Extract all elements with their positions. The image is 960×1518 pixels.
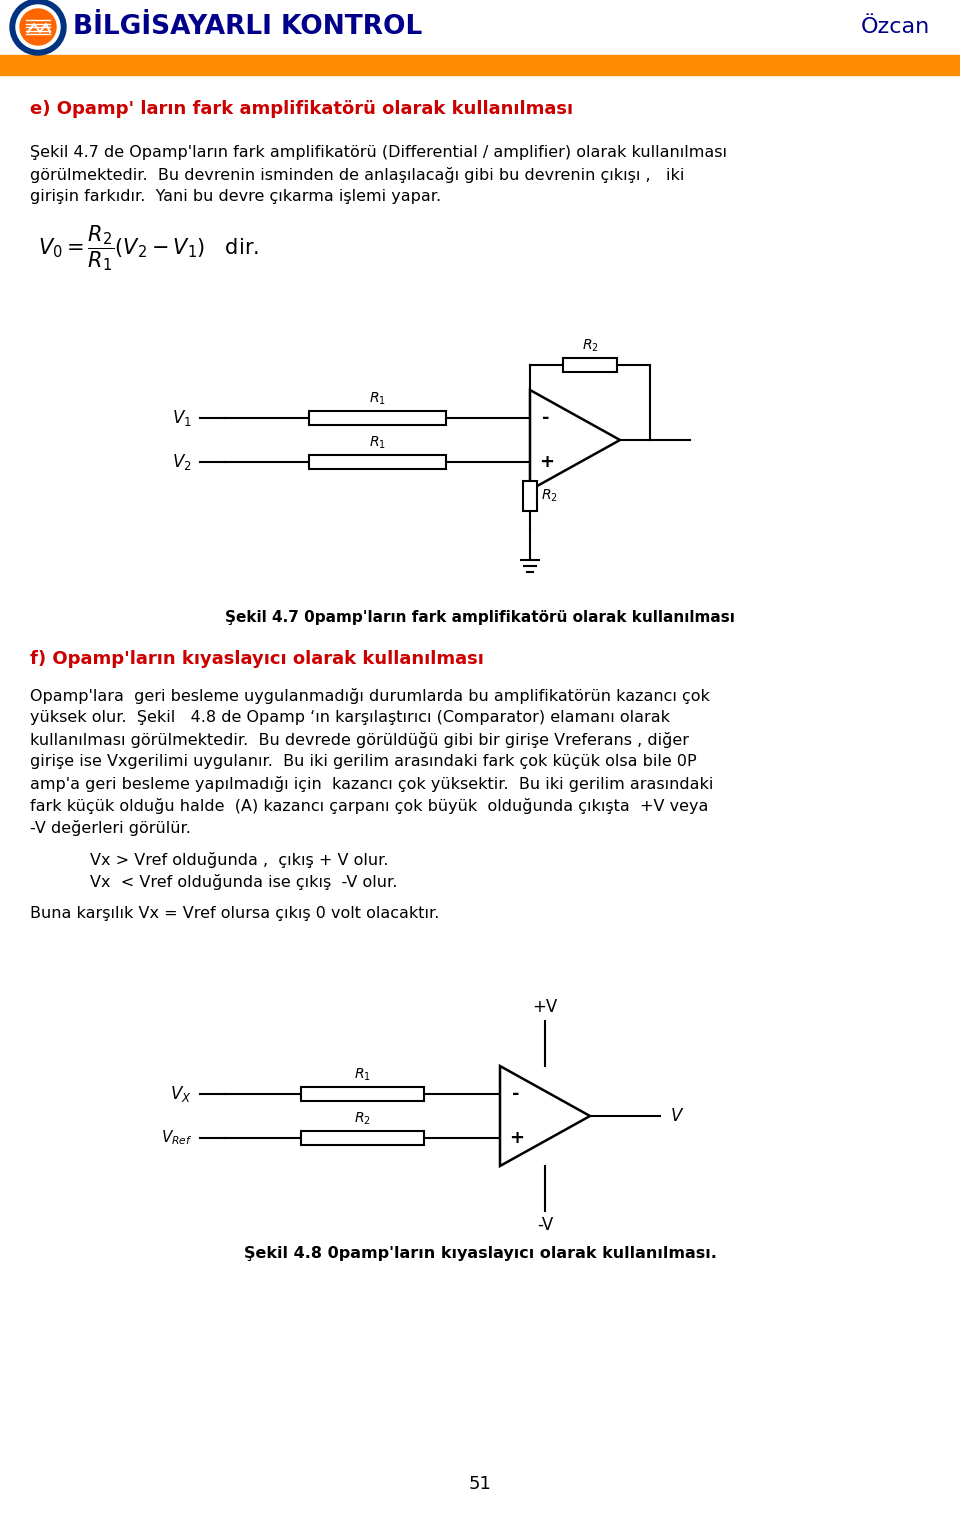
Circle shape <box>10 0 66 55</box>
Text: girişe ise Vxgerilimi uygulanır.  Bu iki gerilim arasındaki fark çok küçük olsa : girişe ise Vxgerilimi uygulanır. Bu iki … <box>30 754 697 770</box>
Text: fark küçük olduğu halde  (A) kazancı çarpanı çok büyük  olduğunda çıkışta  +V ve: fark küçük olduğu halde (A) kazancı çarp… <box>30 798 708 814</box>
Text: $R_2$: $R_2$ <box>582 337 598 354</box>
Text: yüksek olur.  Şekil   4.8 de Opamp ‘ın karşılaştırıcı (Comparator) elamanı olara: yüksek olur. Şekil 4.8 de Opamp ‘ın karş… <box>30 710 670 726</box>
Text: +V: +V <box>533 997 558 1016</box>
Bar <box>309 411 446 425</box>
Bar <box>309 455 446 469</box>
Text: amp'a geri besleme yapılmadığı için  kazancı çok yüksektir.  Bu iki gerilim aras: amp'a geri besleme yapılmadığı için kaza… <box>30 776 713 792</box>
Text: $R_1$: $R_1$ <box>369 434 386 451</box>
Text: Özcan: Özcan <box>861 17 930 36</box>
Bar <box>523 481 537 512</box>
Text: e) Opamp' ların fark amplifikatörü olarak kullanılması: e) Opamp' ların fark amplifikatörü olara… <box>30 100 573 118</box>
Text: $R_2$: $R_2$ <box>354 1111 371 1126</box>
Text: BİLGİSAYARLI KONTROL: BİLGİSAYARLI KONTROL <box>73 14 422 39</box>
Text: -V: -V <box>537 1216 553 1234</box>
Text: $R_1$: $R_1$ <box>369 390 386 407</box>
Polygon shape <box>500 1066 590 1166</box>
Bar <box>0 55 960 74</box>
Text: girişin farkıdır.  Yani bu devre çıkarma işlemi yapar.: girişin farkıdır. Yani bu devre çıkarma … <box>30 190 442 203</box>
Bar <box>563 358 617 372</box>
Text: Şekil 4.7 0pamp'ların fark amplifikatörü olarak kullanılması: Şekil 4.7 0pamp'ların fark amplifikatörü… <box>225 610 735 625</box>
Text: 51: 51 <box>468 1475 492 1494</box>
Text: +: + <box>539 452 554 471</box>
Bar <box>300 1087 424 1101</box>
Text: f) Opamp'ların kıyaslayıcı olarak kullanılması: f) Opamp'ların kıyaslayıcı olarak kullan… <box>30 650 484 668</box>
Text: Buna karşılık Vx = Vref olursa çıkış 0 volt olacaktır.: Buna karşılık Vx = Vref olursa çıkış 0 v… <box>30 906 440 921</box>
Bar <box>300 1131 424 1145</box>
Text: $V_1$: $V_1$ <box>172 408 192 428</box>
Text: Vx  < Vref olduğunda ise çıkış  -V olur.: Vx < Vref olduğunda ise çıkış -V olur. <box>90 874 397 890</box>
Circle shape <box>20 9 56 46</box>
Text: $V_2$: $V_2$ <box>173 452 192 472</box>
Polygon shape <box>530 390 620 490</box>
Circle shape <box>16 5 60 49</box>
Text: $V$: $V$ <box>670 1107 684 1125</box>
Text: Şekil 4.7 de Opamp'ların fark amplifikatörü (Differential / amplifier) olarak ku: Şekil 4.7 de Opamp'ların fark amplifikat… <box>30 146 727 159</box>
Text: +: + <box>509 1129 524 1148</box>
Text: -V değerleri görülür.: -V değerleri görülür. <box>30 820 191 836</box>
Bar <box>0 0 960 55</box>
Text: -: - <box>513 1085 520 1104</box>
Text: $R_1$: $R_1$ <box>354 1067 371 1082</box>
Text: görülmektedir.  Bu devrenin isminden de anlaşılacağı gibi bu devrenin çıkışı ,  : görülmektedir. Bu devrenin isminden de a… <box>30 167 684 184</box>
Text: $V_0 = \dfrac{R_2}{R_1}(V_2 - V_1)$   dir.: $V_0 = \dfrac{R_2}{R_1}(V_2 - V_1)$ dir. <box>38 223 259 273</box>
Text: $V_X$: $V_X$ <box>171 1084 192 1104</box>
Text: Şekil 4.8 0pamp'ların kıyaslayıcı olarak kullanılması.: Şekil 4.8 0pamp'ların kıyaslayıcı olarak… <box>244 1246 716 1261</box>
Text: $V_{Ref}$: $V_{Ref}$ <box>160 1129 192 1148</box>
Text: $R_2$: $R_2$ <box>541 487 558 504</box>
Text: -: - <box>542 408 550 427</box>
Text: Vx > Vref olduğunda ,  çıkış + V olur.: Vx > Vref olduğunda , çıkış + V olur. <box>90 852 389 868</box>
Text: Opamp'lara  geri besleme uygulanmadığı durumlarda bu amplifikatörün kazancı çok: Opamp'lara geri besleme uygulanmadığı du… <box>30 688 709 704</box>
Text: kullanılması görülmektedir.  Bu devrede görüldüğü gibi bir girişe Vreferans , di: kullanılması görülmektedir. Bu devrede g… <box>30 732 689 748</box>
